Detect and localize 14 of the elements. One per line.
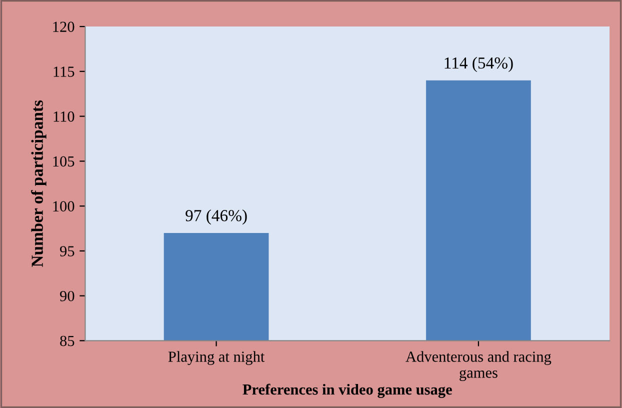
y-tick-label: 90	[60, 290, 74, 302]
x-tick-label: Adventerous and racing games	[406, 351, 552, 382]
x-tick-label: Playing at night	[168, 351, 265, 365]
x-axis-title: Preferences in video game usage	[242, 384, 452, 398]
y-tick-label: 110	[54, 111, 74, 122]
y-tick-label: 120	[53, 22, 74, 32]
y-tick-label: 95	[60, 246, 74, 256]
y-tick-label: 115	[54, 66, 74, 77]
y-tick-label: 85	[60, 336, 74, 346]
data-label: 114 (54%)	[444, 56, 513, 72]
y-axis-title: Number of participants	[31, 100, 46, 267]
y-tick-label: 105	[53, 156, 74, 167]
y-tick-label: 100	[53, 201, 74, 212]
data-label: 97 (46%)	[186, 210, 247, 225]
